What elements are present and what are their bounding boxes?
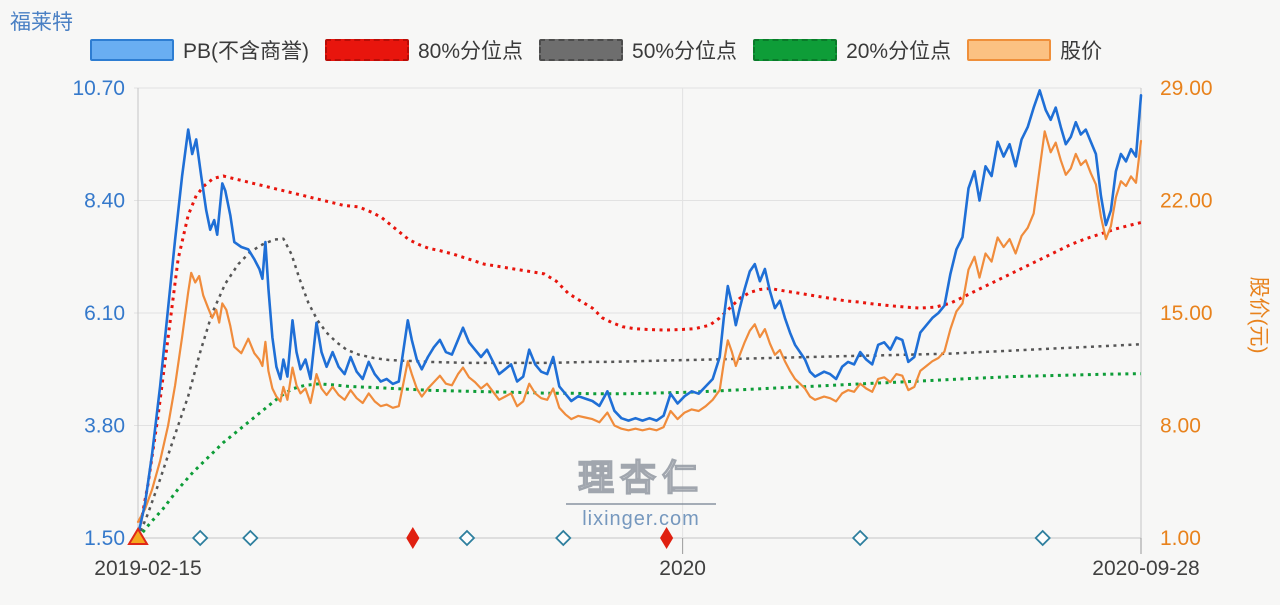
y-right-axis-title: 股价(元) (1247, 277, 1270, 354)
legend-swatch-p20 (753, 39, 838, 61)
legend-item-p80[interactable]: 80%分位点 (325, 35, 523, 65)
y-right-tick-label: 15.00 (1160, 302, 1213, 325)
legend-swatch-p80 (325, 39, 409, 61)
y-right-tick-label: 22.00 (1160, 190, 1213, 213)
legend-swatch-pb (90, 39, 174, 61)
legend-item-pb[interactable]: PB(不含商誉) (90, 35, 309, 65)
chart-legend: PB(不含商誉) 80%分位点 50%分位点 20%分位点 股价 (90, 37, 1102, 63)
page-title: 福莱特 (10, 11, 73, 34)
event-marker-diamond[interactable] (554, 529, 572, 547)
legend-label-p50: 50%分位点 (632, 40, 738, 63)
legend-swatch-p50 (539, 39, 624, 61)
x-axis-label-end: 2020-09-28 (1092, 557, 1199, 580)
y-left-tick-label: 8.40 (84, 190, 125, 213)
event-marker-red-diamond[interactable] (406, 527, 420, 549)
legend-item-price[interactable]: 股价 (967, 35, 1102, 65)
event-marker-diamond[interactable] (1034, 529, 1051, 547)
legend-label-p20: 20%分位点 (846, 40, 952, 63)
x-axis-label-mid: 2020 (659, 557, 706, 580)
series-line-price (136, 130, 1143, 524)
y-right-tick-label: 8.00 (1160, 415, 1201, 438)
event-marker-diamond[interactable] (851, 529, 869, 547)
legend-label-pb: PB(不含商誉) (183, 40, 309, 63)
y-left-tick-label: 6.10 (84, 302, 125, 325)
series-line-pb (136, 89, 1143, 537)
event-marker-diamond[interactable] (242, 529, 259, 547)
x-axis-label-start: 2019-02-15 (94, 557, 201, 580)
y-left-tick-label: 1.50 (84, 527, 125, 550)
event-marker-diamond[interactable] (191, 529, 209, 547)
legend-label-price: 股价 (1060, 40, 1103, 63)
y-left-tick-label: 10.70 (72, 77, 125, 100)
legend-item-p50[interactable]: 50%分位点 (539, 35, 737, 65)
y-left-tick-label: 3.80 (84, 415, 125, 438)
y-right-tick-label: 1.00 (1160, 527, 1201, 550)
event-marker-triangle[interactable] (127, 527, 149, 545)
legend-label-p80: 80%分位点 (418, 40, 524, 63)
event-marker-diamond[interactable] (458, 529, 476, 547)
legend-item-p20[interactable]: 20%分位点 (753, 35, 951, 65)
series-line-p80 (136, 174, 1142, 539)
series-line-p50 (136, 237, 1142, 539)
event-marker-red-diamond[interactable] (659, 527, 674, 549)
y-right-tick-label: 29.00 (1160, 77, 1213, 100)
legend-swatch-price (967, 39, 1052, 61)
